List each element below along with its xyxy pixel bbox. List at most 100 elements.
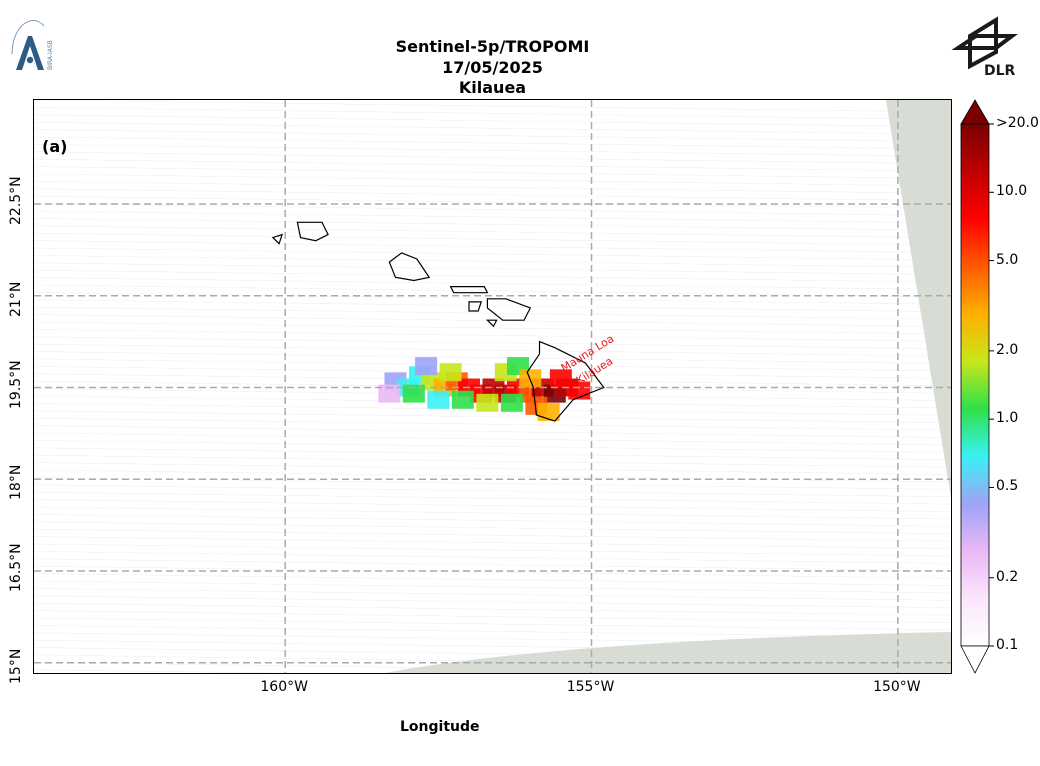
swath-line	[34, 166, 951, 179]
swath-line	[34, 151, 951, 165]
longitude-tick-label: 150°W	[873, 679, 921, 695]
bira-iasb-logo: BIRA-IASB	[10, 14, 60, 76]
swath-line	[34, 329, 951, 342]
swath-line	[34, 491, 951, 505]
colorbar	[955, 98, 995, 678]
latitude-tick-label: 19.5°N	[8, 359, 24, 409]
panel-label: (a)	[42, 137, 68, 156]
colorbar-gradient	[960, 123, 990, 647]
swath-line	[34, 454, 951, 468]
swath-line	[34, 425, 951, 438]
so2-plume-cell	[427, 390, 450, 409]
swath-line	[34, 136, 951, 150]
latitude-tick-label: 18°N	[8, 464, 24, 501]
swath-line	[34, 543, 951, 557]
swath-line	[34, 121, 951, 135]
swath-line	[34, 240, 951, 253]
swath-line	[34, 366, 951, 379]
swath-line	[34, 218, 951, 231]
longitude-tick-label: 160°W	[260, 679, 308, 695]
latitude-tick-label: 16.5°N	[8, 543, 24, 592]
no-data-region-east	[886, 100, 951, 498]
swath-line	[34, 536, 951, 549]
swath-line	[34, 595, 951, 609]
swath-line	[34, 558, 951, 572]
swath-line	[34, 203, 951, 216]
swath-line	[34, 410, 951, 424]
swath-line	[34, 321, 951, 335]
so2-plume-cell	[500, 393, 523, 412]
colorbar-tick-label: 10.0	[996, 183, 1028, 200]
swath-line	[34, 343, 951, 357]
latitude-tick-label: 22.5°N	[8, 176, 24, 225]
so2-plume-cell	[378, 384, 401, 403]
swath-line	[34, 232, 951, 246]
swath-line	[34, 551, 951, 564]
dlr-logo-text: DLR	[984, 63, 1016, 79]
so2-plume-cell	[451, 390, 474, 409]
colorbar-tick-label: 5.0	[996, 251, 1019, 268]
so2-map: Mauna Loa Kilauea	[33, 99, 952, 674]
latitude-tick-label: 15°N	[8, 648, 24, 684]
bira-logo-text: BIRA-IASB	[47, 40, 54, 70]
swath-line	[34, 588, 951, 601]
swath-line	[34, 195, 951, 209]
swath-line	[34, 484, 951, 498]
swath-line	[34, 336, 951, 350]
title-instrument: Sentinel-5p/TROPOMI	[395, 37, 590, 56]
so2-plume-cell	[537, 402, 560, 421]
swath-line	[34, 514, 951, 527]
swath-line	[34, 188, 951, 202]
colorbar-tick-label: 0.2	[996, 568, 1019, 585]
latitude-tick-label: 21°N	[8, 281, 24, 317]
so2-plume-cell	[549, 369, 572, 388]
swath-line	[34, 269, 951, 283]
dlr-logo: DLR	[946, 14, 1022, 80]
colorbar-tick-label: 0.1	[996, 637, 1019, 653]
island-molokai	[449, 286, 489, 294]
swath-line	[34, 129, 951, 142]
swath-line	[34, 565, 951, 579]
island-hawaii	[526, 340, 605, 422]
swath-line	[34, 417, 951, 431]
swath-line	[34, 432, 951, 446]
island-kahoolawe	[485, 319, 498, 328]
swath-line	[34, 573, 951, 586]
swath-line	[34, 440, 951, 453]
swath-line	[34, 617, 951, 631]
x-axis-title: Longitude	[400, 719, 480, 735]
swath-line	[34, 210, 951, 224]
island-oahu	[388, 252, 431, 282]
swath-line	[34, 477, 951, 490]
swath-line	[34, 277, 951, 290]
swath-line	[34, 299, 951, 313]
swath-line	[34, 158, 951, 172]
island-lanai	[468, 301, 483, 312]
swath-line	[34, 462, 951, 475]
island-niihau	[271, 233, 284, 245]
swath-line	[34, 669, 303, 673]
colorbar-tick-label: >20.0	[996, 115, 1039, 131]
swath-line	[34, 602, 951, 616]
colorbar-tick-label: 0.5	[996, 478, 1019, 495]
swath-line	[34, 255, 951, 268]
swath-line	[34, 107, 951, 120]
swath-line	[34, 580, 951, 594]
swath-line	[34, 173, 951, 187]
so2-plume-cell	[402, 384, 425, 403]
so2-plume-cell	[415, 357, 438, 376]
so2-plume-cell	[439, 363, 462, 382]
swath-line	[34, 144, 951, 157]
swath-line	[34, 100, 951, 113]
swath-line	[34, 521, 951, 535]
swath-line	[34, 528, 951, 542]
swath-line	[34, 247, 951, 261]
swath-line	[34, 447, 951, 461]
swath-line	[34, 499, 951, 512]
swath-line	[34, 262, 951, 276]
swath-line	[34, 358, 951, 372]
swath-line	[34, 181, 951, 194]
swath-line	[34, 469, 951, 483]
so2-plume-cell	[476, 393, 499, 412]
swath-line	[34, 114, 951, 128]
